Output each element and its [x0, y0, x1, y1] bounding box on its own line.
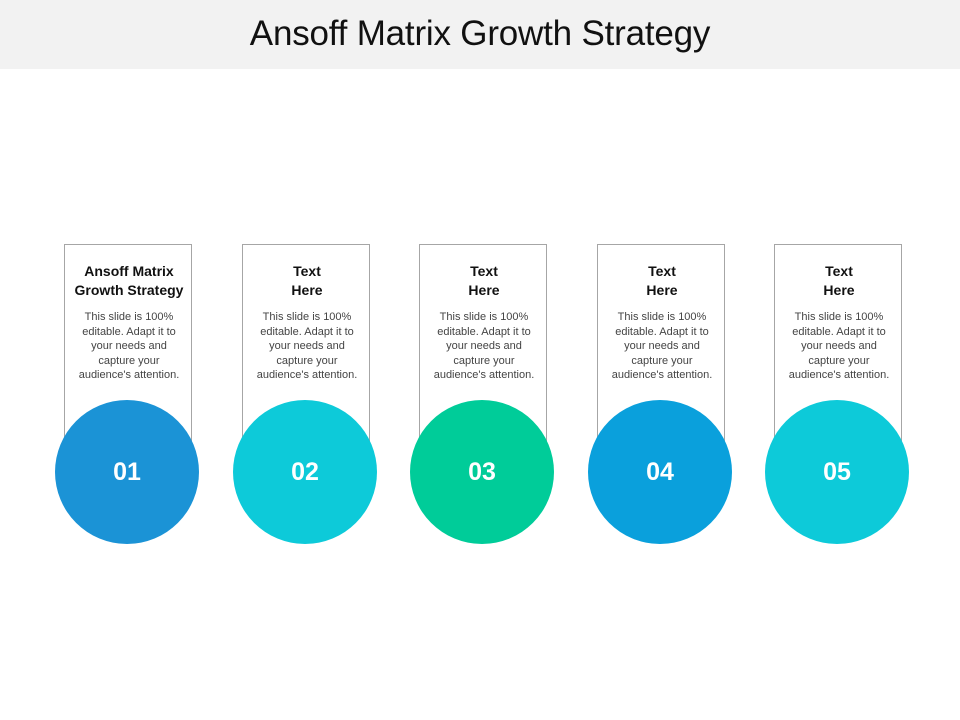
step-title-line: Here — [646, 282, 678, 298]
step-card-1: Ansoff Matrix Growth Strategy This slide… — [55, 244, 201, 544]
step-number: 02 — [291, 458, 319, 486]
step-title-line: Ansoff Matrix — [84, 263, 174, 279]
step-description-line: capture your — [808, 354, 870, 367]
step-description-line: This slide is 100% — [84, 311, 174, 323]
step-card-2: Text Here This slide is 100% editable. A… — [233, 244, 379, 544]
step-description-line: audience's attention. — [433, 369, 535, 381]
step-description-line: audience's attention. — [256, 369, 358, 381]
step-title-line: Text — [470, 263, 498, 279]
step-description: This slide is 100% editable. Adapt it to… — [67, 310, 191, 383]
step-description-line: your needs and — [269, 340, 345, 352]
step-description-line: capture your — [631, 354, 693, 367]
step-circle — [55, 400, 199, 544]
step-title-line: Text — [825, 263, 853, 279]
step-description-line: your needs and — [91, 340, 167, 352]
step-title: Text Here — [239, 262, 375, 300]
step-title-line: Growth Strategy — [74, 282, 184, 298]
slide-title: Ansoff Matrix Growth Strategy — [249, 14, 711, 53]
step-description-line: your needs and — [624, 340, 700, 352]
step-title-line: Here — [468, 282, 500, 298]
step-number: 01 — [113, 458, 141, 486]
title-bar — [0, 0, 960, 69]
step-description-line: This slide is 100% — [262, 311, 352, 323]
step-description-line: audience's attention. — [788, 369, 890, 381]
step-description-line: This slide is 100% — [794, 311, 884, 323]
step-card-5: Text Here This slide is 100% editable. A… — [765, 244, 911, 544]
step-text-box: Ansoff Matrix Growth Strategy This slide… — [64, 244, 192, 445]
step-description: This slide is 100% editable. Adapt it to… — [777, 310, 901, 383]
step-description-line: capture your — [98, 354, 160, 367]
step-number: 04 — [646, 458, 674, 486]
step-description: This slide is 100% editable. Adapt it to… — [422, 310, 546, 383]
step-description-line: This slide is 100% — [439, 311, 529, 323]
step-circle — [233, 400, 377, 544]
step-circle — [410, 400, 554, 544]
step-number: 03 — [468, 458, 496, 486]
step-description: This slide is 100% editable. Adapt it to… — [245, 310, 369, 383]
step-title: Text Here — [594, 262, 730, 300]
step-title-line: Here — [291, 282, 323, 298]
step-description: This slide is 100% editable. Adapt it to… — [600, 310, 724, 383]
step-text-box: Text Here This slide is 100% editable. A… — [597, 244, 725, 445]
step-description-line: This slide is 100% — [617, 311, 707, 323]
step-description-line: your needs and — [446, 340, 522, 352]
step-title: Ansoff Matrix Growth Strategy — [61, 262, 197, 300]
step-description-line: editable. Adapt it to — [615, 325, 709, 338]
step-title: Text Here — [416, 262, 552, 300]
step-description-line: editable. Adapt it to — [792, 325, 886, 338]
step-description-line: editable. Adapt it to — [260, 325, 354, 338]
step-card-4: Text Here This slide is 100% editable. A… — [588, 244, 734, 544]
step-card-3: Text Here This slide is 100% editable. A… — [410, 244, 556, 544]
step-title-line: Here — [823, 282, 855, 298]
step-title-line: Text — [648, 263, 676, 279]
step-circle — [765, 400, 909, 544]
step-description-line: capture your — [276, 354, 338, 367]
step-description-line: capture your — [453, 354, 515, 367]
step-description-line: audience's attention. — [611, 369, 713, 381]
step-description-line: editable. Adapt it to — [82, 325, 176, 338]
step-number: 05 — [823, 458, 851, 486]
step-description-line: editable. Adapt it to — [437, 325, 531, 338]
step-circle — [588, 400, 732, 544]
step-title: Text Here — [771, 262, 907, 300]
step-description-line: audience's attention. — [78, 369, 180, 381]
step-title-line: Text — [293, 263, 321, 279]
step-description-line: your needs and — [801, 340, 877, 352]
